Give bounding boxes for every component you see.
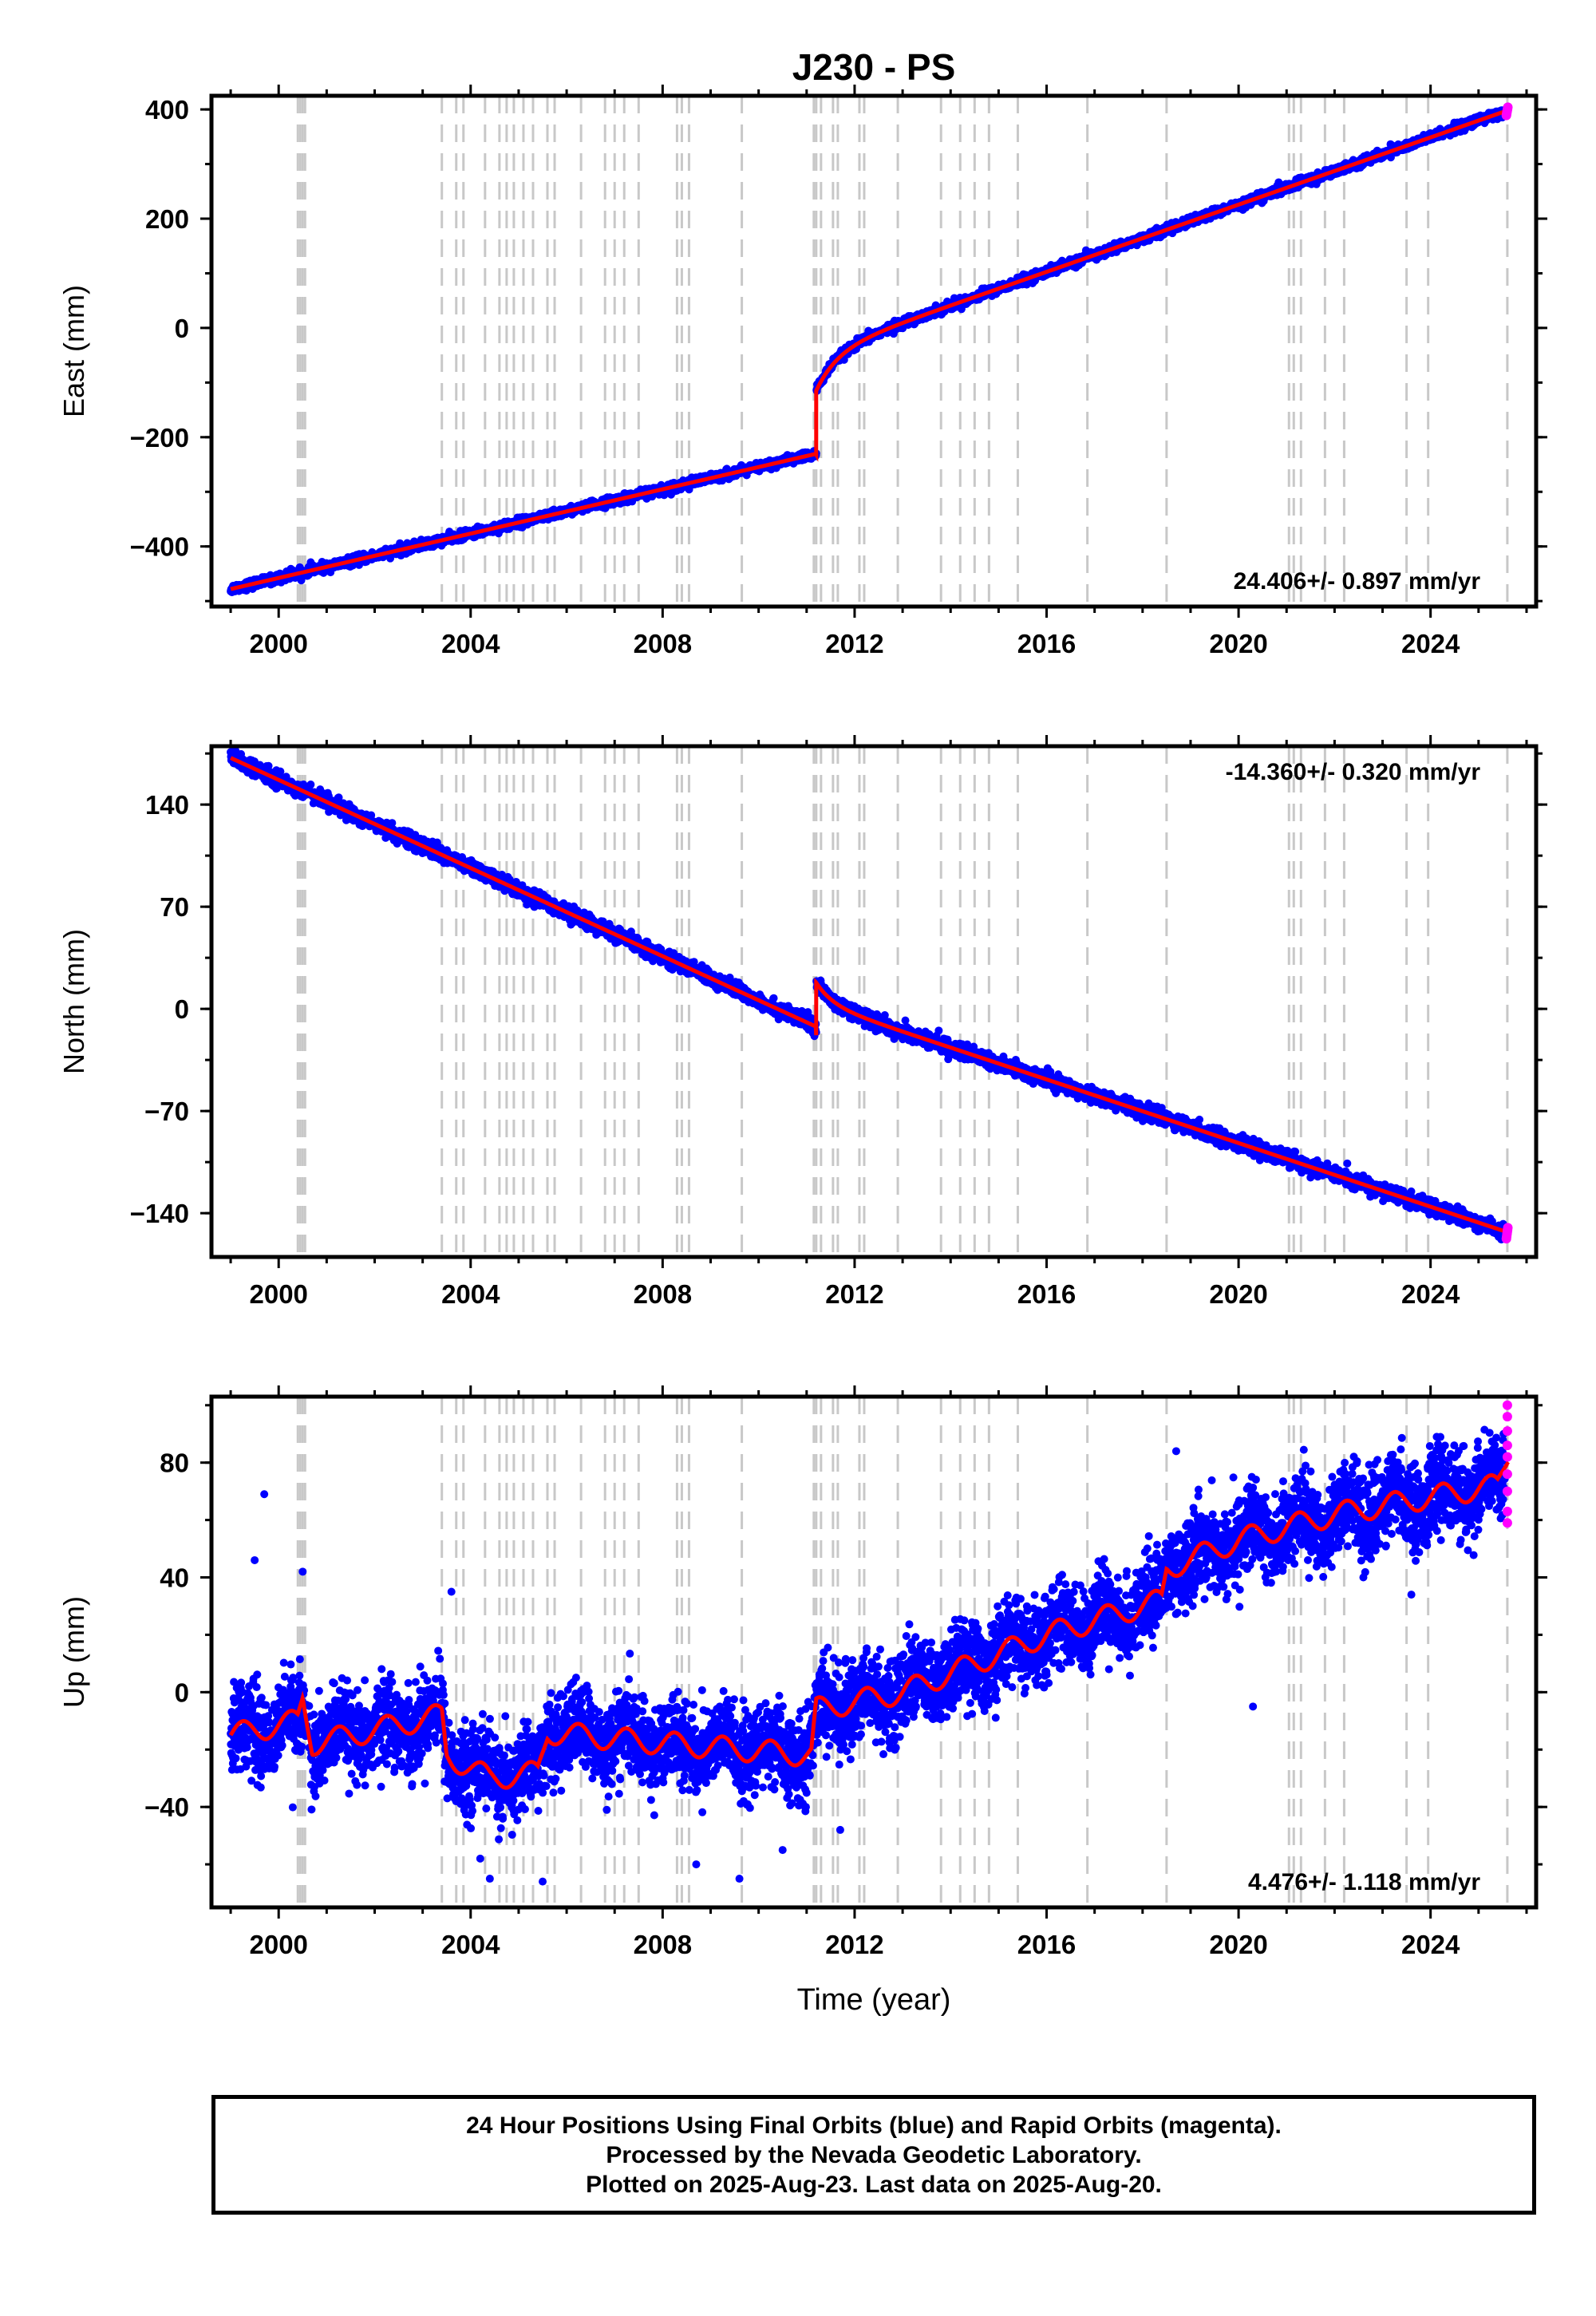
final-point (306, 781, 315, 789)
y-tick-label: −400 (130, 532, 189, 562)
event-lines (296, 746, 1509, 1257)
x-tick-label: 2024 (1401, 629, 1460, 658)
y-tick-label: 400 (145, 95, 189, 124)
chart-title: J230 - PS (792, 46, 956, 88)
y-tick-label: −200 (130, 423, 189, 453)
rapid-point (1503, 102, 1513, 113)
x-tick-label: 2012 (825, 629, 883, 658)
x-tick-label: 2020 (1209, 629, 1267, 658)
rate-label: 24.406+/- 0.897 mm/yr (1234, 568, 1481, 595)
y-tick-label: 0 (175, 314, 189, 343)
north-panel: 2000 2004 2008 2012 2016 2020 2024−140−7007014… (57, 735, 1547, 1309)
east-panel: 2000 2004 2008 2012 2016 2020 2024 −400 −200 0 200… (57, 85, 1547, 658)
final-orbit-points (227, 106, 1509, 597)
x-tick-label: 2004 (441, 629, 500, 658)
rapid-orbit-points (1501, 102, 1513, 121)
y-tick-label: 200 (145, 204, 189, 234)
x-tick-label: 2008 (634, 629, 692, 658)
y-axis-label: East (mm) (57, 285, 90, 417)
x-tick-label: 2016 (1017, 629, 1076, 658)
x-tick-label: 2000 (249, 629, 307, 658)
